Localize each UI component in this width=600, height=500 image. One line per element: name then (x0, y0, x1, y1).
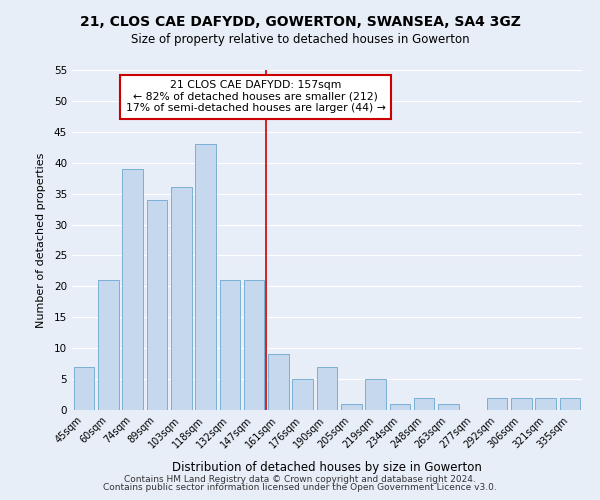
Bar (74, 366, 94, 410)
Bar (560, 398, 580, 410)
Bar (268, 354, 289, 410)
Bar (341, 404, 362, 410)
Text: Contains HM Land Registry data © Crown copyright and database right 2024.: Contains HM Land Registry data © Crown c… (124, 475, 476, 484)
Bar (487, 398, 508, 410)
Bar (220, 280, 240, 410)
Bar (414, 398, 434, 410)
Bar (292, 379, 313, 410)
Text: 21, CLOS CAE DAFYDD, GOWERTON, SWANSEA, SA4 3GZ: 21, CLOS CAE DAFYDD, GOWERTON, SWANSEA, … (80, 15, 520, 29)
Text: Contains public sector information licensed under the Open Government Licence v3: Contains public sector information licen… (103, 484, 497, 492)
Bar (122, 169, 143, 410)
Bar (535, 398, 556, 410)
Bar (511, 398, 532, 410)
X-axis label: Distribution of detached houses by size in Gowerton: Distribution of detached houses by size … (172, 461, 482, 474)
Bar (438, 404, 459, 410)
Text: 21 CLOS CAE DAFYDD: 157sqm
← 82% of detached houses are smaller (212)
17% of sem: 21 CLOS CAE DAFYDD: 157sqm ← 82% of deta… (125, 80, 386, 114)
Bar (146, 200, 167, 410)
Bar (244, 280, 265, 410)
Bar (171, 188, 191, 410)
Bar (98, 280, 119, 410)
Bar (317, 366, 337, 410)
Bar (389, 404, 410, 410)
Bar (365, 379, 386, 410)
Text: Size of property relative to detached houses in Gowerton: Size of property relative to detached ho… (131, 32, 469, 46)
Y-axis label: Number of detached properties: Number of detached properties (35, 152, 46, 328)
Bar (195, 144, 216, 410)
